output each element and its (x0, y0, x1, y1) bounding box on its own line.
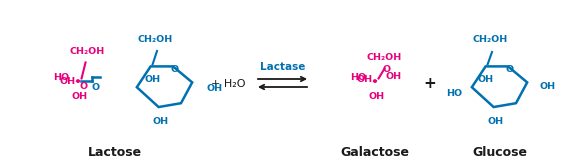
Text: OH: OH (60, 76, 76, 85)
Text: OH: OH (153, 117, 168, 126)
Text: CH₂OH: CH₂OH (70, 47, 105, 56)
Text: O: O (92, 83, 100, 92)
Text: + H₂O: + H₂O (211, 79, 246, 89)
Text: OH: OH (539, 82, 555, 91)
Text: O: O (171, 65, 179, 74)
Text: CH₂OH: CH₂OH (137, 35, 172, 44)
Text: +: + (424, 76, 437, 92)
Text: OH: OH (385, 72, 401, 81)
Text: Lactase: Lactase (260, 62, 305, 72)
Text: O: O (383, 64, 391, 73)
Text: OH: OH (357, 74, 373, 83)
Text: OH: OH (369, 92, 385, 101)
Text: CH₂OH: CH₂OH (472, 35, 507, 44)
Text: O: O (506, 65, 514, 74)
Text: Lactose: Lactose (88, 145, 142, 158)
Text: CH₂OH: CH₂OH (367, 53, 402, 62)
Text: HO: HO (53, 73, 69, 82)
Text: Glucose: Glucose (472, 145, 527, 158)
Text: OH: OH (72, 92, 88, 101)
Text: OH: OH (478, 74, 494, 83)
Text: OH: OH (488, 117, 503, 126)
Text: Galactose: Galactose (341, 145, 409, 158)
Text: OH: OH (206, 84, 222, 93)
Text: HO: HO (446, 89, 462, 98)
Text: OH: OH (145, 74, 161, 83)
Text: HO: HO (350, 73, 366, 82)
Text: O: O (80, 82, 88, 91)
